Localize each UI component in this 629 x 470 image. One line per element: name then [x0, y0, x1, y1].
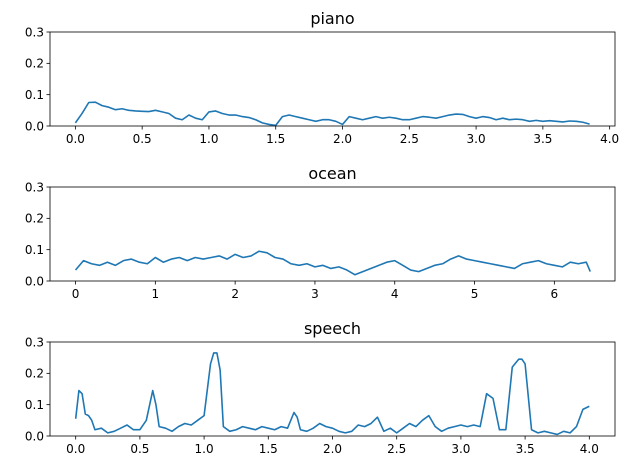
x-tick-label: 2.5: [387, 442, 406, 456]
subplot-title: ocean: [308, 164, 356, 183]
x-tick-label: 2.5: [400, 132, 419, 146]
x-tick-label: 4: [391, 287, 399, 301]
x-tick-label: 3.0: [451, 442, 470, 456]
x-tick-label: 3: [311, 287, 319, 301]
y-tick-label: 0.0: [25, 429, 44, 443]
x-tick-label: 0.5: [133, 132, 152, 146]
x-tick-label: 1.5: [266, 132, 285, 146]
subplot-title: piano: [310, 9, 354, 28]
y-tick-label: 0.1: [25, 243, 44, 257]
y-tick-label: 0.3: [25, 25, 44, 39]
x-tick-label: 3.0: [467, 132, 486, 146]
y-tick-label: 0.3: [25, 180, 44, 194]
x-tick-label: 3.5: [533, 132, 552, 146]
subplot-ocean: ocean 0 1 2 3 4 5 6 0.0 0.1 0.2 0.3: [25, 164, 616, 301]
series-line: [74, 352, 590, 436]
x-tick-label: 0.5: [130, 442, 149, 456]
x-tick-label: 1.0: [199, 132, 218, 146]
x-tick-label: 2.0: [323, 442, 342, 456]
x-tick-label: 0.0: [66, 442, 85, 456]
y-tick-label: 0.1: [25, 398, 44, 412]
x-tick-label: 4.0: [600, 132, 619, 146]
x-tick-label: 1: [152, 287, 160, 301]
y-tick-label: 0.3: [25, 335, 44, 349]
x-tick-label: 2: [231, 287, 239, 301]
y-tick-label: 0.1: [25, 88, 44, 102]
axes-frame: [49, 31, 616, 127]
x-tick-label: 1.5: [259, 442, 278, 456]
y-tick-label: 0.2: [25, 367, 44, 381]
axes-frame: [49, 186, 616, 282]
x-tick-label: 2.0: [333, 132, 352, 146]
series-line: [74, 101, 590, 127]
subplot-speech: speech 0.0 0.5 1.0 1.5 2.0 2.5 3.0 3.5 4.0 0.0 0.1 0…: [25, 319, 616, 456]
y-tick-label: 0.2: [25, 57, 44, 71]
x-tick-label: 0: [72, 287, 80, 301]
x-tick-label: 1.0: [195, 442, 214, 456]
series-line: [74, 250, 591, 276]
x-tick-label: 5: [471, 287, 479, 301]
subplot-title: speech: [304, 319, 361, 338]
subplot-piano: piano 0.0 0.5 1.0 1.5 2.0 2.5 3.0 3.5 4.0 0.0 0.1 0.…: [25, 9, 619, 146]
y-tick-label: 0.0: [25, 119, 44, 133]
y-tick-label: 0.2: [25, 212, 44, 226]
x-tick-label: 4.0: [580, 442, 599, 456]
x-tick-label: 0.0: [66, 132, 85, 146]
x-tick-label: 3.5: [516, 442, 535, 456]
x-tick-label: 6: [551, 287, 559, 301]
y-tick-label: 0.0: [25, 274, 44, 288]
